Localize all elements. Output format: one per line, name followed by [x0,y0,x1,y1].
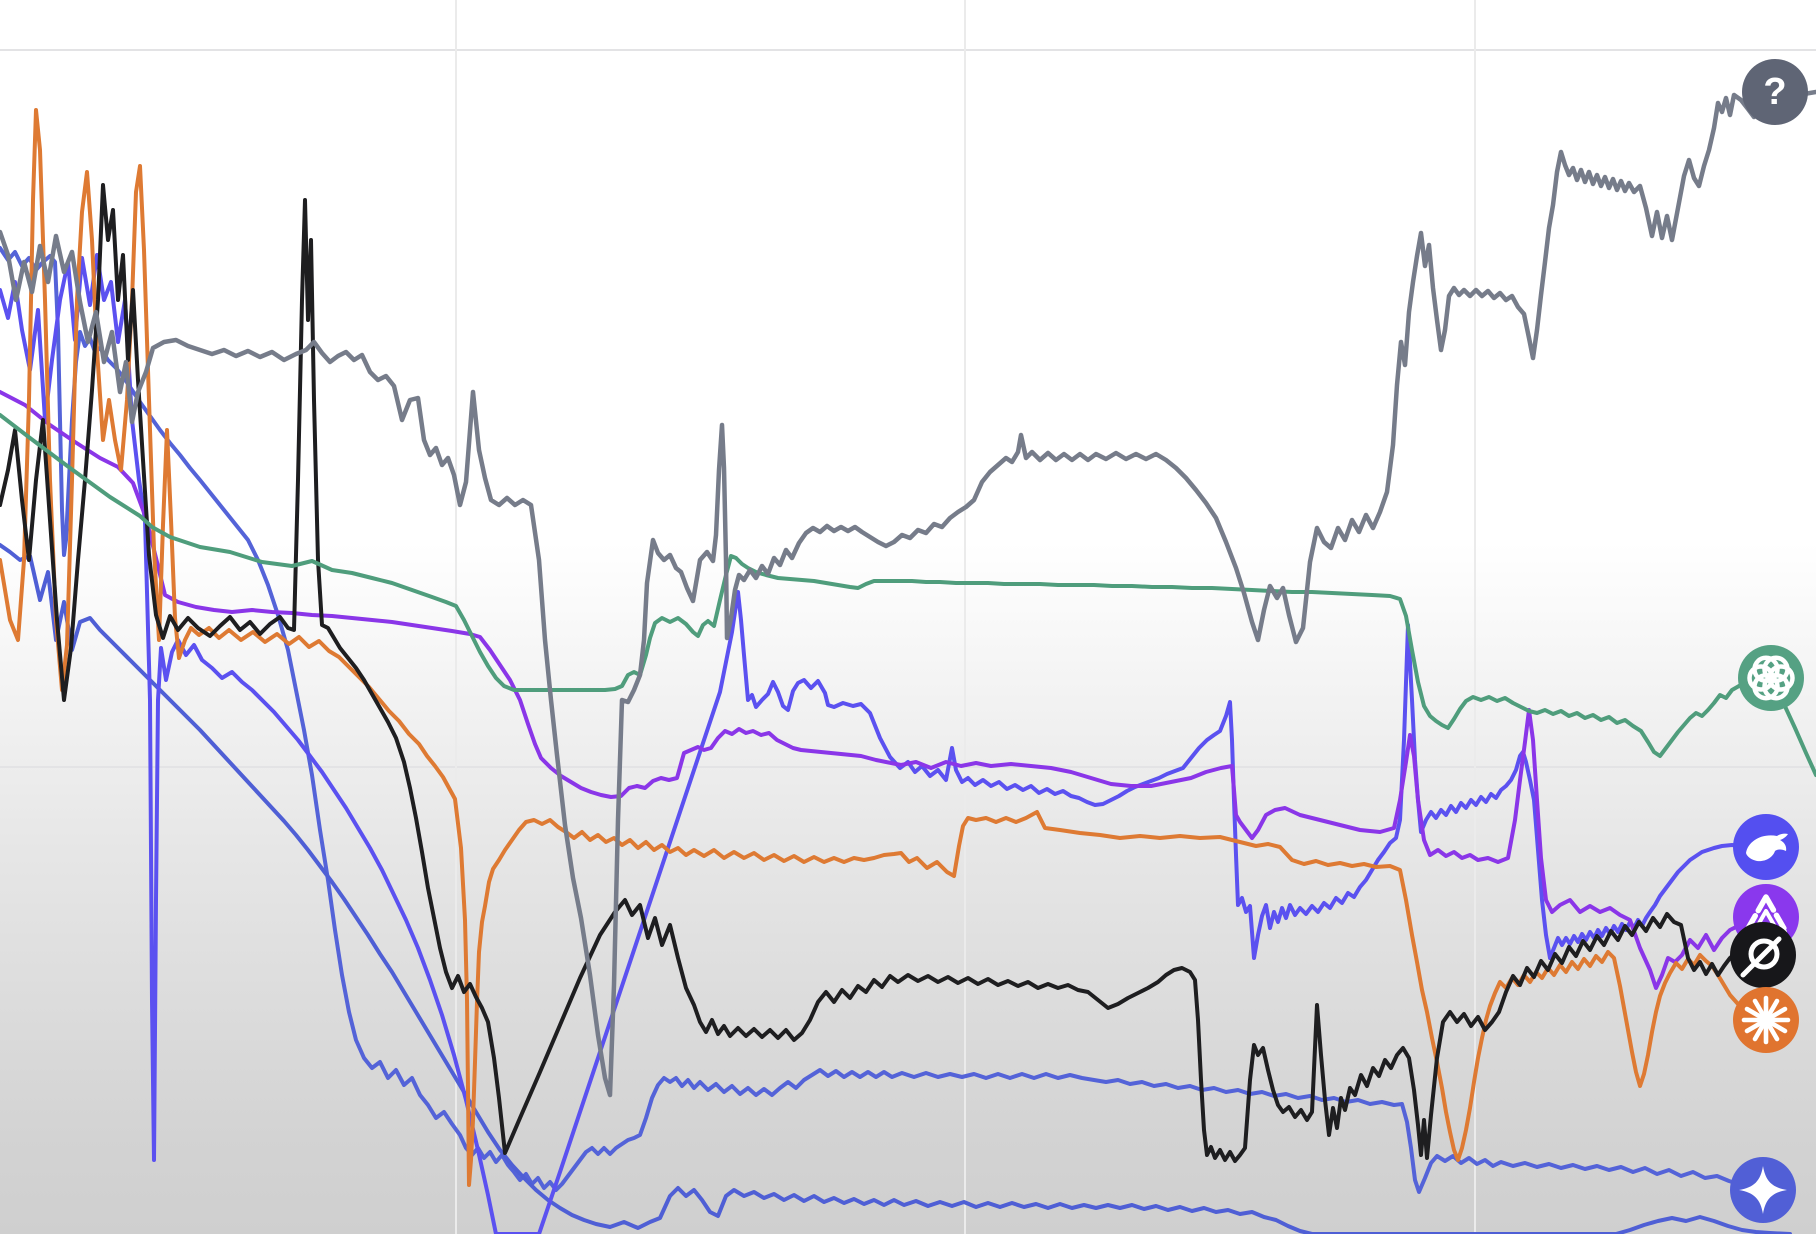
series-line-deepseek [0,253,1768,1234]
question-mark-icon: ? [1763,71,1787,113]
series-line-google-gemini [0,246,1765,1194]
series-line-qwen [0,390,1768,990]
gemini-outcome-marker[interactable] [1730,1157,1796,1223]
grok-outcome-marker[interactable] [1730,922,1796,988]
grok-logo-icon [1740,936,1782,978]
openai-outcome-marker[interactable] [1738,645,1804,711]
anthropic-outcome-marker[interactable] [1733,987,1799,1053]
anthropic-starburst-icon [1741,995,1791,1045]
series-line-unknown-blue [0,543,1792,1234]
series-line-openai [0,413,1816,777]
series-line-anthropic [0,108,1768,1187]
series-line-grok-xai [0,183,1765,1163]
question-outcome-marker[interactable]: ? [1742,59,1808,125]
gemini-star-icon [1739,1166,1787,1214]
deepseek-outcome-marker[interactable] [1733,814,1799,880]
series-line-other-question [0,89,1816,1098]
deepseek-whale-icon [1746,833,1788,862]
openai-logo-icon [1747,655,1795,701]
